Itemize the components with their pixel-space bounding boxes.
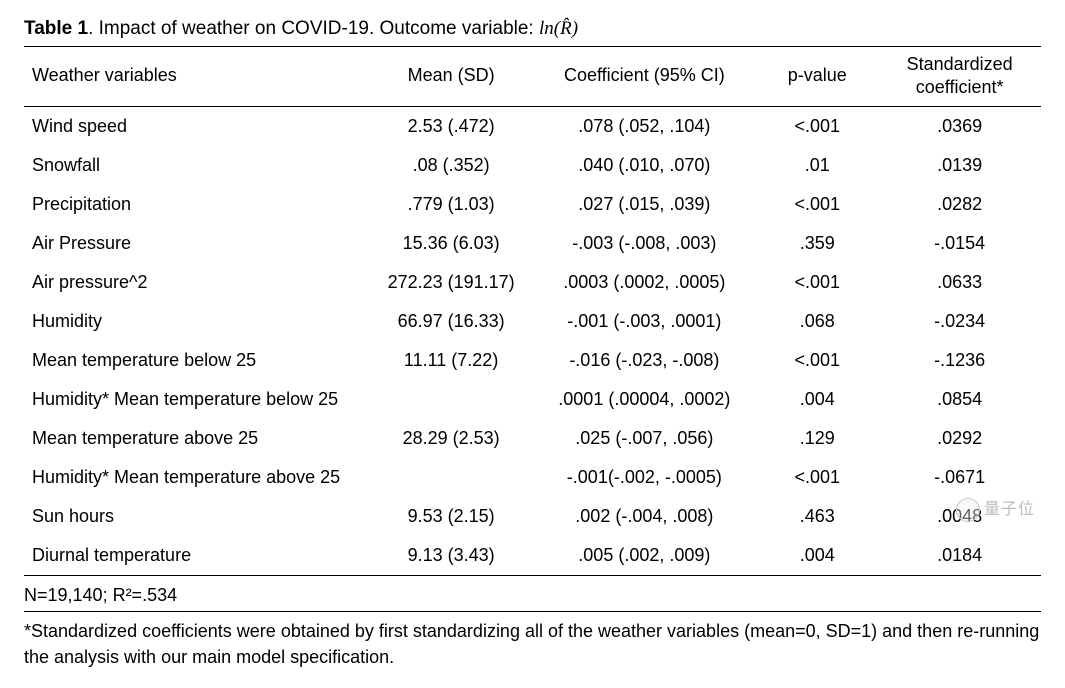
cell-pvalue: <.001: [756, 185, 878, 224]
table-summary-row: N=19,140; R²=.534: [24, 576, 1041, 612]
cell-stdcoef: -.1236: [878, 341, 1041, 380]
cell-stdcoef: .0139: [878, 146, 1041, 185]
cell-pvalue: .129: [756, 419, 878, 458]
cell-mean: 272.23 (191.17): [370, 263, 533, 302]
table-footnote: *Standardized coefficients were obtained…: [24, 612, 1041, 670]
table-body: Wind speed2.53 (.472).078 (.052, .104)<.…: [24, 107, 1041, 612]
cell-coef: .0003 (.0002, .0005): [532, 263, 756, 302]
table-row: Snowfall.08 (.352).040 (.010, .070).01.0…: [24, 146, 1041, 185]
outcome-formula: ln(R̂): [539, 18, 578, 39]
cell-pvalue: <.001: [756, 458, 878, 497]
cell-stdcoef: .0282: [878, 185, 1041, 224]
cell-pvalue: <.001: [756, 107, 878, 147]
cell-variable: Air pressure^2: [24, 263, 370, 302]
cell-pvalue: .004: [756, 380, 878, 419]
col-header-mean: Mean (SD): [370, 47, 533, 107]
cell-coef: .078 (.052, .104): [532, 107, 756, 147]
table-header-row: Weather variables Mean (SD) Coefficient …: [24, 47, 1041, 107]
table-row: Sun hours9.53 (2.15).002 (-.004, .008).4…: [24, 497, 1041, 536]
col-header-stdcoef: Standardized coefficient*: [878, 47, 1041, 107]
table-row: Air pressure^2272.23 (191.17).0003 (.000…: [24, 263, 1041, 302]
cell-stdcoef: .0048: [878, 497, 1041, 536]
cell-pvalue: <.001: [756, 341, 878, 380]
cell-coef: -.003 (-.008, .003): [532, 224, 756, 263]
table-title: Table 1. Impact of weather on COVID-19. …: [24, 18, 1041, 40]
cell-coef: .002 (-.004, .008): [532, 497, 756, 536]
cell-mean: [370, 380, 533, 419]
cell-coef: .040 (.010, .070): [532, 146, 756, 185]
weather-table: Weather variables Mean (SD) Coefficient …: [24, 46, 1041, 612]
col-header-pvalue: p-value: [756, 47, 878, 107]
cell-pvalue: .068: [756, 302, 878, 341]
cell-coef: .005 (.002, .009): [532, 536, 756, 576]
cell-stdcoef: .0854: [878, 380, 1041, 419]
cell-stdcoef: .0633: [878, 263, 1041, 302]
cell-coef: .0001 (.00004, .0002): [532, 380, 756, 419]
cell-coef: -.001 (-.003, .0001): [532, 302, 756, 341]
cell-variable: Humidity* Mean temperature below 25: [24, 380, 370, 419]
table-summary: N=19,140; R²=.534: [24, 576, 1041, 612]
cell-mean: 9.13 (3.43): [370, 536, 533, 576]
cell-variable: Humidity* Mean temperature above 25: [24, 458, 370, 497]
cell-variable: Diurnal temperature: [24, 536, 370, 576]
cell-mean: 28.29 (2.53): [370, 419, 533, 458]
cell-mean: 9.53 (2.15): [370, 497, 533, 536]
cell-mean: 2.53 (.472): [370, 107, 533, 147]
cell-mean: .779 (1.03): [370, 185, 533, 224]
cell-mean: 15.36 (6.03): [370, 224, 533, 263]
cell-variable: Snowfall: [24, 146, 370, 185]
table-row: Diurnal temperature9.13 (3.43).005 (.002…: [24, 536, 1041, 576]
table-row: Mean temperature above 2528.29 (2.53).02…: [24, 419, 1041, 458]
cell-pvalue: .01: [756, 146, 878, 185]
col-header-variable: Weather variables: [24, 47, 370, 107]
cell-coef: -.001(-.002, -.0005): [532, 458, 756, 497]
cell-coef: .027 (.015, .039): [532, 185, 756, 224]
cell-coef: .025 (-.007, .056): [532, 419, 756, 458]
table-row: Humidity* Mean temperature below 25 .0001…: [24, 380, 1041, 419]
table-row: Mean temperature below 2511.11 (7.22)-.0…: [24, 341, 1041, 380]
cell-variable: Mean temperature above 25: [24, 419, 370, 458]
cell-mean: .08 (.352): [370, 146, 533, 185]
cell-pvalue: .463: [756, 497, 878, 536]
table-row: Wind speed2.53 (.472).078 (.052, .104)<.…: [24, 107, 1041, 147]
cell-variable: Humidity: [24, 302, 370, 341]
cell-mean: [370, 458, 533, 497]
col-header-coef: Coefficient (95% CI): [532, 47, 756, 107]
cell-stdcoef: .0292: [878, 419, 1041, 458]
cell-stdcoef: -.0671: [878, 458, 1041, 497]
cell-variable: Precipitation: [24, 185, 370, 224]
table-label: Table 1: [24, 18, 88, 39]
cell-stdcoef: .0184: [878, 536, 1041, 576]
cell-coef: -.016 (-.023, -.008): [532, 341, 756, 380]
table-caption: . Impact of weather on COVID-19. Outcome…: [88, 18, 539, 39]
cell-pvalue: .004: [756, 536, 878, 576]
table-row: Humidity66.97 (16.33)-.001 (-.003, .0001…: [24, 302, 1041, 341]
cell-pvalue: <.001: [756, 263, 878, 302]
cell-stdcoef: -.0234: [878, 302, 1041, 341]
table-row: Air Pressure15.36 (6.03)-.003 (-.008, .0…: [24, 224, 1041, 263]
cell-stdcoef: -.0154: [878, 224, 1041, 263]
cell-variable: Sun hours: [24, 497, 370, 536]
table-row: Humidity* Mean temperature above 25 -.001…: [24, 458, 1041, 497]
cell-stdcoef: .0369: [878, 107, 1041, 147]
cell-mean: 66.97 (16.33): [370, 302, 533, 341]
table-row: Precipitation.779 (1.03).027 (.015, .039…: [24, 185, 1041, 224]
cell-variable: Mean temperature below 25: [24, 341, 370, 380]
cell-variable: Wind speed: [24, 107, 370, 147]
cell-pvalue: .359: [756, 224, 878, 263]
cell-mean: 11.11 (7.22): [370, 341, 533, 380]
cell-variable: Air Pressure: [24, 224, 370, 263]
